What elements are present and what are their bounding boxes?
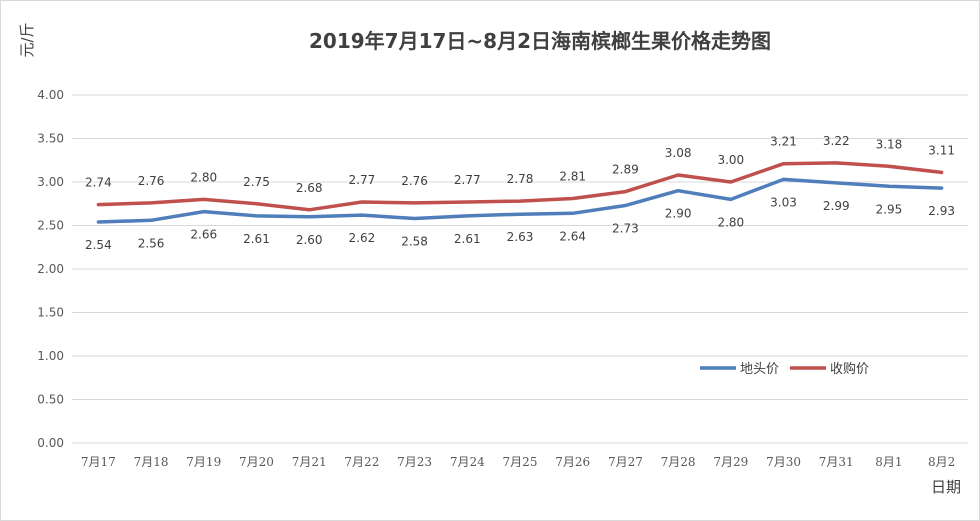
x-tick-label: 7月20: [239, 455, 274, 469]
data-label: 2.63: [507, 230, 534, 244]
x-tick-label: 7月30: [766, 455, 801, 469]
data-label: 2.74: [85, 176, 112, 190]
data-label: 3.21: [770, 135, 797, 149]
x-tick-label: 7月28: [661, 455, 696, 469]
data-label: 3.08: [665, 146, 692, 160]
series-line-1: [96, 177, 944, 224]
y-tick-label: 1.50: [37, 306, 64, 320]
series-line-2: [96, 161, 944, 212]
y-tick-label: 3.50: [37, 132, 64, 146]
x-tick-label: 7月24: [450, 455, 485, 469]
x-tick-label: 8月1: [875, 455, 902, 469]
legend: 地头价 收购价: [700, 361, 869, 377]
data-label: 3.00: [717, 153, 744, 167]
x-tick-label: 7月18: [134, 455, 169, 469]
x-axis-ticks: 7月17 7月18 7月19 7月20 7月21 7月22 7月23 7月24 7月25 7月26…: [81, 455, 955, 469]
data-label: 2.54: [85, 238, 112, 252]
data-label: 2.81: [559, 170, 586, 184]
x-tick-label: 7月22: [344, 455, 379, 469]
data-label: 2.80: [190, 170, 217, 184]
x-tick-label: 8月2: [928, 455, 955, 469]
data-labels: 2.54 2.56 2.66 2.61 2.60 2.62 2.58 2.61 2.63 2.64…: [85, 134, 955, 252]
data-label: 2.76: [138, 174, 165, 188]
data-label: 3.11: [928, 143, 955, 157]
data-label: 2.78: [507, 172, 534, 186]
x-tick-label: 7月17: [81, 455, 116, 469]
data-label: 2.66: [190, 228, 217, 242]
data-label: 2.93: [928, 204, 955, 218]
y-tick-label: 4.00: [37, 88, 64, 102]
y-tick-label: 2.50: [37, 219, 64, 233]
x-tick-label: 7月21: [292, 455, 327, 469]
data-label: 2.99: [823, 199, 850, 213]
data-label: 2.90: [665, 207, 692, 221]
legend-label: 地头价: [740, 362, 779, 377]
data-label: 2.56: [138, 236, 165, 250]
y-tick-label: 2.00: [37, 262, 64, 276]
data-label: 2.89: [612, 163, 639, 177]
data-label: 3.22: [823, 134, 850, 148]
x-tick-label: 7月19: [186, 455, 221, 469]
y-tick-label: 0.00: [37, 436, 64, 450]
data-label: 2.62: [349, 231, 376, 245]
data-label: 2.61: [454, 232, 481, 246]
y-axis-title: 元/斤: [18, 22, 36, 57]
x-tick-label: 7月25: [503, 455, 538, 469]
data-label: 2.76: [401, 174, 428, 188]
y-axis-ticks: 0.00 0.50 1.00 1.50 2.00 2.50 3.00 3.50 4.00: [37, 88, 64, 450]
x-tick-label: 7月26: [555, 455, 590, 469]
data-label: 2.80: [717, 215, 744, 229]
x-tick-label: 7月23: [397, 455, 432, 469]
x-axis-title: 日期: [931, 478, 961, 496]
data-label: 2.95: [876, 202, 903, 216]
data-label: 2.64: [559, 229, 586, 243]
data-label: 2.73: [612, 221, 639, 235]
data-label: 3.03: [770, 195, 797, 209]
legend-label: 收购价: [830, 361, 869, 377]
data-label: 2.61: [243, 232, 270, 246]
data-label: 2.75: [243, 175, 270, 189]
chart-title: 2019年7月17日~8月2日海南槟榔生果价格走势图: [309, 29, 771, 53]
y-tick-label: 0.50: [37, 393, 64, 407]
series-lines: [96, 161, 944, 224]
data-label: 2.60: [296, 233, 323, 247]
data-label: 2.58: [401, 235, 428, 249]
x-tick-label: 7月29: [713, 455, 748, 469]
x-tick-label: 7月31: [819, 455, 854, 469]
y-tick-label: 3.00: [37, 175, 64, 189]
data-label: 3.18: [876, 137, 903, 151]
data-label: 2.77: [349, 173, 376, 187]
x-tick-label: 7月27: [608, 455, 643, 469]
data-label: 2.77: [454, 173, 481, 187]
data-label: 2.68: [296, 181, 323, 195]
y-tick-label: 1.00: [37, 349, 64, 363]
